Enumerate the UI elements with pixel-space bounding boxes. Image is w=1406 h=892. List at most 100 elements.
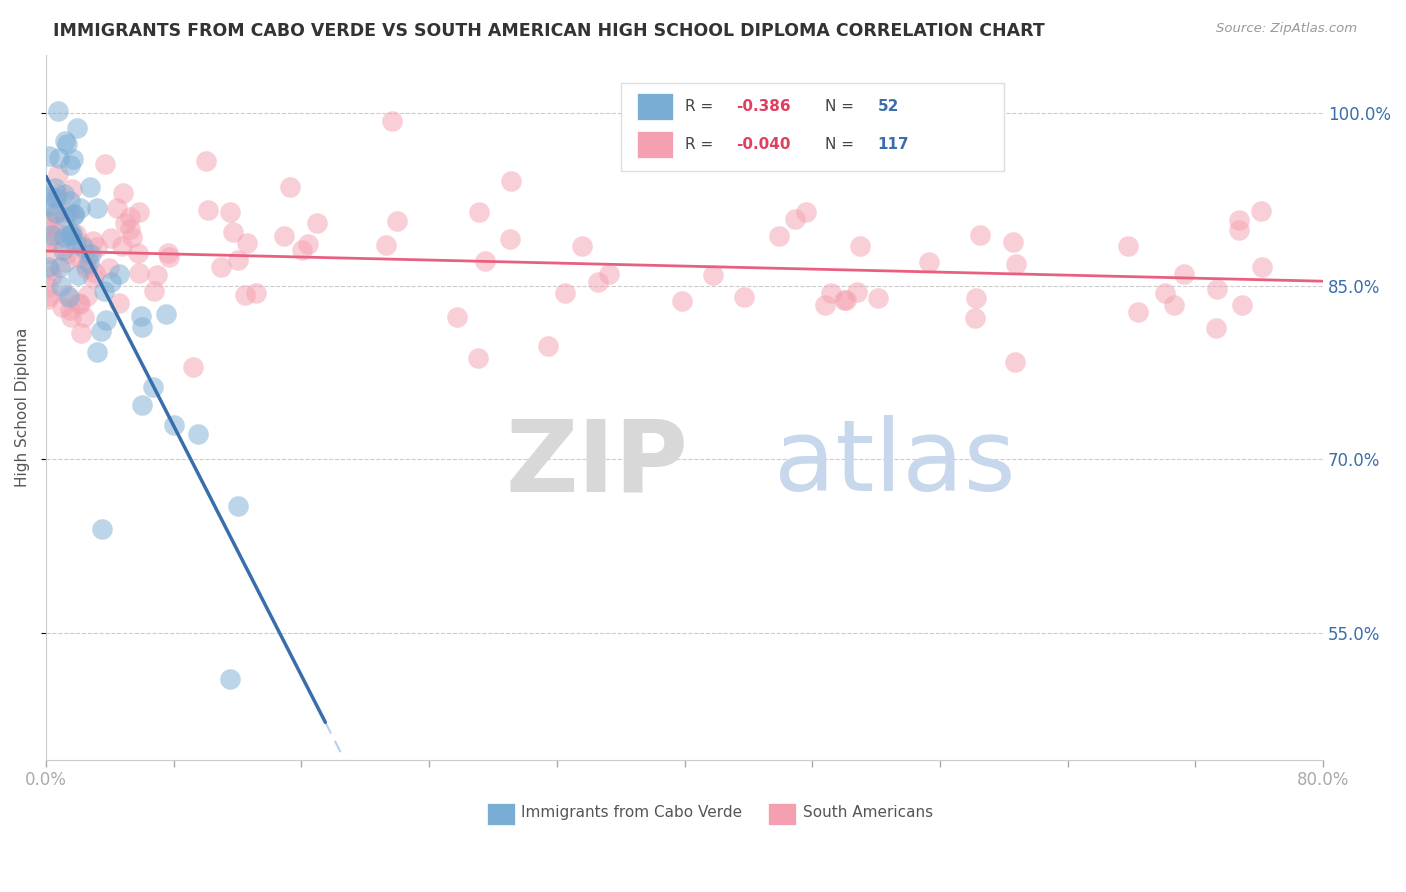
Point <box>65 236 87 251</box>
Text: Immigrants from Cabo Verde: Immigrants from Cabo Verde <box>522 805 742 820</box>
Point <box>537 339 560 353</box>
Point <box>53 186 76 201</box>
Point <box>446 310 468 325</box>
Point <box>62 207 84 221</box>
Point <box>131 398 153 412</box>
Point <box>1230 298 1253 312</box>
Point <box>75 260 97 275</box>
Point <box>38 199 60 213</box>
Point <box>53 230 76 244</box>
Point <box>82 271 104 285</box>
Point <box>499 232 522 246</box>
Point <box>100 231 122 245</box>
Point <box>86 240 108 254</box>
Point <box>1005 257 1028 271</box>
Point <box>305 216 328 230</box>
Point <box>195 153 218 168</box>
Point <box>48 167 70 181</box>
Bar <box>768 803 796 825</box>
Point <box>53 134 76 148</box>
Point <box>38 149 60 163</box>
Point <box>219 204 242 219</box>
Point <box>146 268 169 282</box>
Point <box>37 235 59 249</box>
Point <box>671 294 693 309</box>
Text: IMMIGRANTS FROM CABO VERDE VS SOUTH AMERICAN HIGH SCHOOL DIPLOMA CORRELATION CHA: IMMIGRANTS FROM CABO VERDE VS SOUTH AMER… <box>53 22 1045 40</box>
Point <box>218 672 240 686</box>
Point <box>702 268 724 282</box>
Point <box>1128 305 1150 319</box>
Point <box>70 235 93 250</box>
Point <box>586 275 609 289</box>
Point <box>222 226 245 240</box>
FancyBboxPatch shape <box>620 83 1004 171</box>
Point <box>100 275 122 289</box>
Point <box>37 219 59 234</box>
Point <box>46 227 69 241</box>
Text: South Americans: South Americans <box>803 805 934 820</box>
Point <box>42 232 65 246</box>
Point <box>226 253 249 268</box>
Point <box>128 205 150 219</box>
Point <box>1001 235 1024 249</box>
Point <box>58 206 80 220</box>
Y-axis label: High School Diploma: High School Diploma <box>15 327 30 487</box>
Point <box>142 379 165 393</box>
Point <box>51 300 73 314</box>
Point <box>77 248 100 262</box>
Point <box>96 313 118 327</box>
Text: N =: N = <box>825 137 859 153</box>
Point <box>233 288 256 302</box>
Point <box>474 254 496 268</box>
Point <box>77 256 100 270</box>
Point <box>59 227 82 242</box>
Point <box>1163 298 1185 312</box>
Point <box>49 278 72 293</box>
Point <box>1205 321 1227 335</box>
Point <box>108 296 131 310</box>
Point <box>48 260 70 275</box>
Point <box>80 247 103 261</box>
Bar <box>486 803 515 825</box>
Point <box>72 240 94 254</box>
Point <box>37 260 59 275</box>
Point <box>598 267 620 281</box>
Text: 52: 52 <box>877 99 898 114</box>
Point <box>44 219 66 233</box>
Point <box>120 222 142 236</box>
Point <box>107 267 129 281</box>
Point <box>467 351 489 365</box>
Point <box>965 291 987 305</box>
Point <box>468 205 491 219</box>
Point <box>56 137 79 152</box>
Point <box>143 284 166 298</box>
Text: Source: ZipAtlas.com: Source: ZipAtlas.com <box>1216 22 1357 36</box>
Point <box>38 188 60 202</box>
Point <box>832 293 855 307</box>
Point <box>1004 355 1026 369</box>
Point <box>52 244 75 258</box>
Bar <box>637 93 673 120</box>
Point <box>733 290 755 304</box>
Point <box>45 206 67 220</box>
Point <box>297 237 319 252</box>
Point <box>48 152 70 166</box>
Point <box>97 260 120 275</box>
Point <box>1250 203 1272 218</box>
Point <box>814 298 837 312</box>
Point <box>56 288 79 302</box>
Point <box>53 210 76 224</box>
Point <box>1227 212 1250 227</box>
Point <box>86 201 108 215</box>
Bar <box>637 131 673 158</box>
Point <box>501 174 523 188</box>
Point <box>963 311 986 326</box>
Point <box>48 103 70 118</box>
Point <box>75 258 97 272</box>
Point <box>131 319 153 334</box>
Text: R =: R = <box>685 99 717 114</box>
Point <box>37 245 59 260</box>
Point <box>66 268 89 282</box>
Point <box>44 206 66 220</box>
Point <box>59 303 82 318</box>
